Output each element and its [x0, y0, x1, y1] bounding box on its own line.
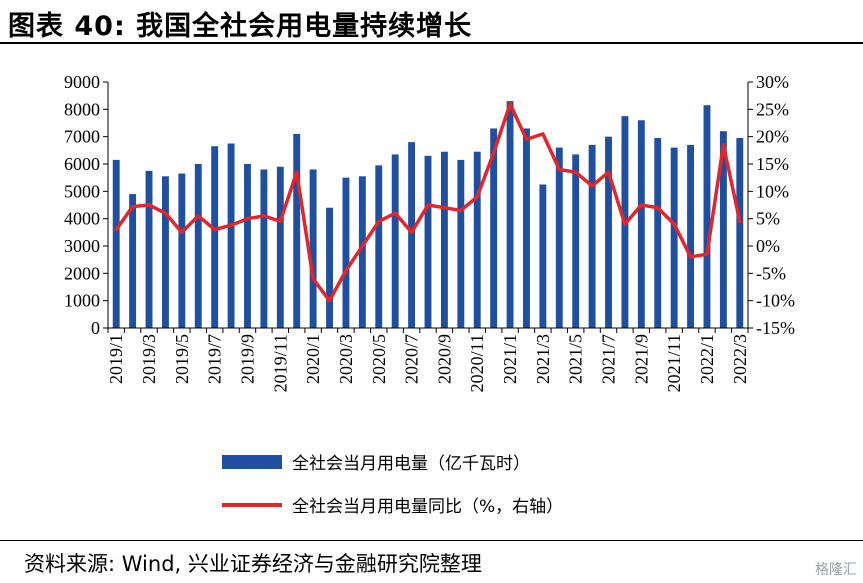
bar [539, 184, 547, 328]
x-tick-label: 2020/5 [369, 334, 389, 384]
y-left-tick-label: 0 [91, 318, 100, 338]
y-right-tick-label: 20% [756, 127, 789, 147]
bar [408, 142, 416, 328]
bar [227, 143, 235, 328]
y-right-tick-label: -5% [756, 263, 786, 283]
x-tick-label: 2019/5 [172, 334, 192, 384]
bar [391, 154, 399, 328]
y-right-tick-label: 25% [756, 99, 789, 119]
x-tick-label: 2019/9 [237, 334, 257, 384]
bar [309, 169, 317, 328]
x-tick-label: 2021/5 [566, 334, 586, 384]
title-divider [0, 42, 863, 44]
bar [670, 147, 678, 328]
x-tick-label: 2020/1 [303, 334, 323, 384]
legend-bar-swatch [222, 455, 282, 469]
bar [129, 194, 137, 328]
watermark-logo: 格隆汇 [815, 562, 857, 578]
y-right-tick-label: 10% [756, 181, 789, 201]
source-divider [0, 540, 863, 541]
bar [342, 177, 350, 328]
bar [424, 155, 432, 328]
legend-bar-label: 全社会当月用电量（亿千瓦时） [292, 454, 530, 474]
bar [555, 147, 563, 328]
bar [572, 154, 580, 328]
bar [719, 131, 727, 328]
x-tick-label: 2019/7 [205, 334, 225, 384]
bar [211, 146, 219, 328]
y-left-tick-label: 7000 [64, 127, 100, 147]
y-right-tick-label: -15% [756, 318, 795, 338]
bar [703, 105, 711, 328]
x-tick-label: 2020/9 [434, 334, 454, 384]
bar [112, 159, 120, 328]
x-tick-label: 2021/9 [631, 334, 651, 384]
bar [473, 151, 481, 328]
x-tick-label: 2021/1 [500, 334, 520, 384]
x-tick-label: 2020/3 [336, 334, 356, 384]
y-right-tick-label: 15% [756, 154, 789, 174]
y-left-tick-label: 4000 [64, 209, 100, 229]
bar [637, 120, 645, 329]
bar [178, 173, 186, 328]
x-tick-label: 2020/7 [402, 334, 422, 384]
y-left-tick-label: 9000 [64, 72, 100, 92]
bar [736, 138, 744, 328]
bar [145, 170, 153, 328]
y-right-tick-label: 5% [756, 209, 780, 229]
source-note: 资料来源: Wind, 兴业证券经济与金融研究院整理 [24, 552, 482, 576]
x-tick-label: 2021/11 [664, 334, 684, 392]
legend-line-label: 全社会当月用电量同比（%，右轴） [292, 497, 563, 517]
bar [654, 138, 662, 328]
bar [260, 169, 268, 328]
y-left-tick-label: 5000 [64, 181, 100, 201]
figure-title: 图表 40: 我国全社会用电量持续增长 [8, 11, 473, 42]
x-tick-label: 2022/3 [730, 334, 750, 384]
y-left-tick-label: 2000 [64, 263, 100, 283]
x-tick-label: 2021/7 [599, 334, 619, 384]
plot-area: 0 1000 2000 3000 4000 5000 6000 7000 8000 9000 -15… [64, 72, 795, 392]
bar [457, 159, 465, 328]
y-left-tick-label: 3000 [64, 236, 100, 256]
y-right-tick-label: 0% [756, 236, 780, 256]
chart: 0 1000 2000 3000 4000 5000 6000 7000 8000 9000 -15… [64, 72, 795, 517]
bar [490, 128, 498, 328]
x-tick-label: 2019/11 [270, 334, 290, 392]
bar [244, 164, 251, 328]
bar [523, 128, 530, 328]
bar [440, 151, 448, 328]
y-right-tick-label: 30% [756, 72, 789, 92]
y-left-tick-label: 8000 [64, 99, 100, 119]
x-tick-label: 2019/3 [139, 334, 159, 384]
y-right-tick-label: -10% [756, 291, 795, 311]
bar [358, 176, 366, 328]
legend: 全社会当月用电量（亿千瓦时） 全社会当月用电量同比（%，右轴） [222, 454, 563, 517]
bar [588, 144, 596, 328]
bar [276, 166, 284, 328]
bar [605, 136, 612, 328]
bar [375, 165, 383, 328]
y-left-tick-label: 6000 [64, 154, 100, 174]
bar [161, 176, 169, 328]
bar [506, 101, 514, 328]
bar [326, 207, 333, 328]
line-series-yoy [114, 102, 742, 303]
x-tick-label: 2021/3 [533, 334, 553, 384]
y-left-tick-label: 1000 [64, 291, 100, 311]
x-tick-label: 2022/1 [697, 334, 717, 384]
x-tick-label: 2020/11 [467, 334, 487, 392]
bar [687, 144, 695, 328]
bar [194, 164, 202, 328]
x-tick-label: 2019/1 [106, 334, 126, 384]
bar [293, 133, 301, 328]
